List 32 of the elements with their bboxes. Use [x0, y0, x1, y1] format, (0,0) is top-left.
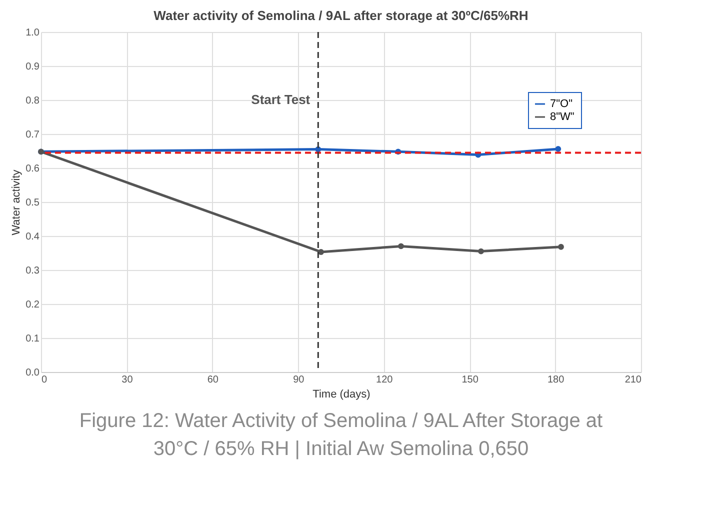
- ref-line-label: Start Test: [251, 92, 311, 107]
- x-tick-label: 180: [547, 374, 565, 386]
- x-axis-title: Time (days): [312, 388, 370, 400]
- legend-label: 7"O": [550, 98, 573, 110]
- chart-title: Water activity of Semolina / 9AL after storage at 30ºC/65%RH: [154, 8, 528, 23]
- y-tick-label: 0.5: [26, 198, 40, 208]
- x-tick-label: 90: [293, 374, 305, 386]
- legend-label: 8"W": [550, 111, 574, 123]
- x-tick-label: 150: [462, 374, 479, 386]
- y-tick-label: 1.0: [26, 28, 40, 38]
- x-tick-label: 0: [42, 374, 48, 386]
- text: 30°C / 65% RH | Initial Aw Semolina 0,650: [153, 438, 529, 460]
- y-tick-label: 0.6: [26, 164, 40, 174]
- point: [555, 146, 562, 152]
- x-tick-label: 120: [376, 374, 394, 386]
- point: [558, 244, 564, 250]
- y-tick-label: 0.1: [26, 334, 40, 344]
- point: [318, 249, 324, 255]
- point: [478, 248, 484, 254]
- y-tick-label: 0.0: [26, 368, 40, 378]
- y-tick-label: 0.7: [26, 130, 40, 140]
- y-tick-label: 0.2: [26, 300, 40, 310]
- x-tick-label: 60: [207, 374, 219, 386]
- point: [398, 243, 404, 250]
- caption: Figure 12: Water Activity of Semolina / 9AL After Storage at: [79, 410, 604, 432]
- x-tick-label: 210: [624, 374, 642, 386]
- y-tick-label: 0.8: [26, 96, 40, 106]
- y-tick-label: 0.4: [26, 232, 40, 242]
- x-tick-label: 30: [122, 374, 134, 386]
- y-tick-label: 0.3: [26, 266, 40, 276]
- y-axis-title: Water activity: [10, 169, 23, 236]
- y-tick-label: 0.9: [26, 62, 40, 72]
